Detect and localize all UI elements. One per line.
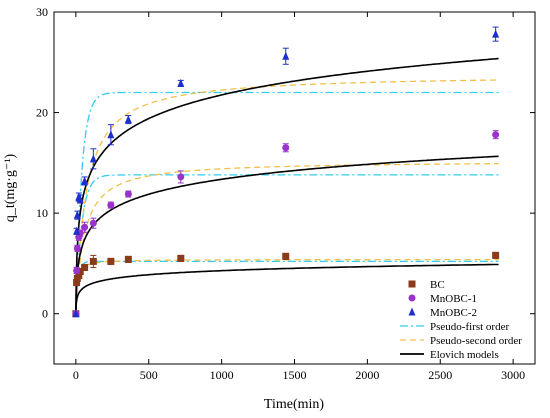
data-point-mnobc-2 bbox=[81, 176, 89, 185]
x-axis-title: Time(min) bbox=[264, 397, 324, 412]
x-tick-label: 500 bbox=[140, 368, 158, 382]
model-curve-bc bbox=[75, 263, 499, 314]
y-tick-label: 20 bbox=[36, 106, 48, 120]
data-point-bc bbox=[282, 252, 290, 260]
x-tick-label: 1500 bbox=[283, 368, 307, 382]
data-point-mnobc-2 bbox=[76, 194, 84, 203]
data-point-mnobc-2 bbox=[72, 309, 80, 318]
data-point-mnobc-1 bbox=[492, 131, 500, 139]
legend-label: MnOBC-1 bbox=[430, 293, 477, 305]
data-point-mnobc-1 bbox=[107, 201, 115, 209]
legend-marker-mnobc-2 bbox=[408, 307, 416, 316]
data-point-mnobc-1 bbox=[177, 173, 185, 181]
data-point-bc bbox=[89, 257, 97, 265]
legend: BC MnOBC-1 MnOBC-2 Pseudo-first order Pseudo… bbox=[400, 279, 522, 361]
x-tick-label: 0 bbox=[73, 368, 79, 382]
data-point-bc bbox=[81, 263, 89, 271]
data-point-bc bbox=[177, 254, 185, 262]
data-point-mnobc-1 bbox=[73, 244, 81, 252]
axis-ticks: 0 500 1000 1500 2000 2500 3000 0 10 20 30 bbox=[36, 5, 535, 382]
data-point-mnobc-1 bbox=[282, 144, 290, 152]
data-point-bc bbox=[107, 257, 115, 265]
x-tick-label: 1000 bbox=[210, 368, 234, 382]
y-tick-label: 10 bbox=[36, 206, 48, 220]
y-axis-title: q_t(mg·g⁻¹) bbox=[3, 153, 18, 222]
data-point-mnobc-2 bbox=[177, 78, 185, 87]
data-point-mnobc-2 bbox=[107, 130, 115, 139]
model-curve-mnobc-2 bbox=[75, 91, 499, 314]
data-point-mnobc-2 bbox=[282, 51, 290, 60]
model-curve-mnobc-2 bbox=[75, 57, 499, 314]
data-point-mnobc-2 bbox=[73, 210, 81, 219]
x-tick-label: 3000 bbox=[501, 368, 525, 382]
data-point-mnobc-1 bbox=[124, 190, 132, 198]
data-point-mnobc-2 bbox=[492, 29, 500, 38]
legend-label: MnOBC-2 bbox=[430, 307, 477, 319]
model-curve-mnobc-1 bbox=[75, 163, 499, 314]
data-point-mnobc-2 bbox=[124, 115, 132, 124]
data-point-mnobc-2 bbox=[73, 226, 81, 235]
data-point-bc bbox=[73, 279, 81, 287]
data-point-mnobc-1 bbox=[89, 219, 97, 227]
data-point-bc bbox=[76, 267, 84, 275]
data-point-mnobc-1 bbox=[81, 223, 89, 231]
data-points bbox=[72, 26, 500, 318]
legend-label: Pseudo-second order bbox=[430, 335, 522, 347]
data-point-mnobc-2 bbox=[89, 154, 97, 163]
x-tick-label: 2500 bbox=[428, 368, 452, 382]
model-curve-mnobc-2 bbox=[75, 79, 499, 314]
data-point-bc bbox=[75, 271, 83, 279]
model-curves bbox=[75, 57, 499, 314]
data-point-mnobc-1 bbox=[73, 266, 81, 274]
data-point-bc bbox=[492, 251, 500, 259]
x-tick-label: 2000 bbox=[355, 368, 379, 382]
legend-marker-bc bbox=[408, 280, 416, 288]
y-tick-label: 30 bbox=[36, 5, 48, 19]
legend-label: BC bbox=[430, 279, 445, 291]
model-curve-mnobc-1 bbox=[75, 155, 499, 314]
y-tick-label: 0 bbox=[42, 307, 48, 321]
legend-label: Pseudo-first order bbox=[430, 321, 509, 333]
legend-label: Elovich models bbox=[430, 349, 499, 361]
data-point-bc bbox=[124, 255, 132, 263]
legend-marker-mnobc-1 bbox=[408, 294, 416, 302]
